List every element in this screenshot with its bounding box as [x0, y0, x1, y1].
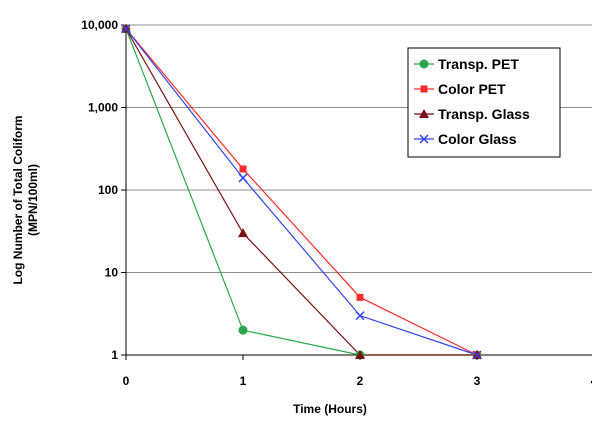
data-point-color-glass	[472, 350, 482, 360]
y-tick-label: 10	[105, 266, 119, 280]
marker-shape	[355, 311, 365, 321]
legend-label: Color Glass	[438, 131, 517, 147]
marker-shape	[239, 165, 247, 173]
data-point-color-pet	[239, 165, 247, 173]
marker-shape	[238, 228, 248, 238]
x-tick-label: 0	[123, 374, 130, 388]
data-series	[121, 23, 482, 360]
data-point-color-glass	[355, 311, 365, 321]
y-tick-label: 10,000	[81, 18, 118, 32]
marker-shape	[238, 325, 248, 335]
data-point-color-glass	[238, 173, 248, 183]
marker-shape	[419, 59, 429, 69]
legend-marker	[419, 109, 429, 118]
marker-shape	[419, 134, 429, 144]
y-tick-label: 1	[111, 348, 118, 362]
data-point-color-glass	[121, 24, 131, 34]
marker-shape	[355, 350, 365, 359]
x-tick-label: 2	[357, 374, 364, 388]
series-line-color-pet	[125, 28, 478, 356]
marker-shape	[420, 85, 428, 93]
y-tick-label: 1,000	[88, 101, 118, 115]
x-tick-labels: 0 1 2 3 4	[123, 374, 592, 388]
x-tick-label: 1	[240, 374, 247, 388]
x-axis-title: Time (Hours)	[293, 402, 367, 416]
marker-shape	[472, 350, 482, 360]
legend: Transp. PET Color PET Transp. Glass Color G…	[407, 47, 561, 158]
legend-label: Color PET	[438, 81, 506, 97]
data-point-transp-pet	[238, 325, 248, 335]
x-tick-label: 4	[591, 374, 592, 388]
legend-marker	[420, 85, 428, 93]
legend-label: Transp. PET	[438, 56, 519, 72]
y-axis-title-line-1: Log Number of Total Coliform	[11, 115, 25, 284]
data-point-color-pet	[356, 293, 364, 301]
y-axis-title-line-2: (MPN/100ml)	[26, 164, 40, 236]
data-point-transp-glass	[355, 350, 365, 359]
series-line-color-glass	[125, 28, 478, 356]
data-point-transp-glass	[238, 228, 248, 238]
marker-shape	[356, 293, 364, 301]
legend-marker	[419, 59, 429, 69]
legend-marker	[419, 134, 429, 144]
series-line-transp-glass	[125, 28, 477, 356]
y-tick-labels: 1 10 100 1,000 10,000	[81, 18, 118, 362]
marker-shape	[419, 109, 429, 118]
legend-label: Transp. Glass	[438, 106, 530, 122]
x-tick-label: 3	[474, 374, 481, 388]
marker-shape	[121, 24, 131, 34]
y-tick-label: 100	[98, 183, 118, 197]
y-axis-title: Log Number of Total Coliform (MPN/100ml)	[11, 115, 40, 284]
marker-shape	[238, 173, 248, 183]
